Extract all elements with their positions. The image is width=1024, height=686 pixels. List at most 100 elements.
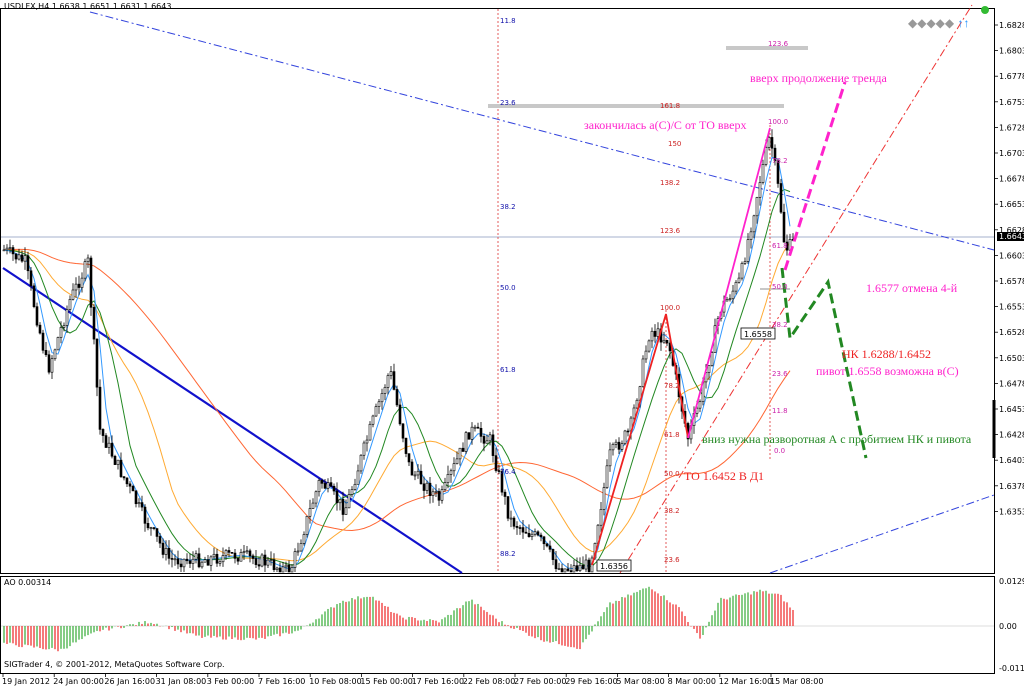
candle: [635, 398, 639, 410]
y-axis: 1.6828 1.6803 1.6778 1.6753 1.6728 1.6703 1.66…: [994, 21, 1024, 516]
candle: [611, 442, 615, 456]
ma-mid: [3, 242, 791, 562]
candle: [50, 355, 54, 380]
candle: [314, 490, 318, 508]
candle: [47, 350, 51, 375]
ao-indicator-label: AO 0.00314: [4, 578, 52, 587]
candle: [377, 398, 381, 414]
pivot-price-label: 1.6558: [744, 330, 772, 339]
candle: [239, 548, 243, 562]
current-price-tag: 1.6643: [997, 232, 1024, 241]
candle: [335, 482, 339, 511]
candle: [413, 470, 417, 481]
one-click-toolbar[interactable]: ◆◆◆◆◆ ↑↑: [908, 16, 970, 30]
candle: [29, 267, 33, 291]
annotation-trend-up: вверх продолжение тренда: [750, 71, 887, 85]
candle: [215, 548, 219, 567]
candle: [551, 548, 555, 566]
candle: [572, 559, 576, 573]
candle: [155, 528, 159, 542]
candle: [494, 447, 498, 473]
fibo-label: 150: [668, 140, 681, 148]
fibo-label: 78.2: [664, 382, 680, 390]
fibo-left-labels: 11.8 23.6 38.2 50.0 61.8 76.4 88.2: [500, 17, 516, 558]
candle: [662, 331, 666, 344]
candle: [158, 533, 162, 549]
candle: [542, 535, 546, 550]
candle: [191, 551, 195, 571]
candle: [479, 421, 483, 443]
candle: [500, 468, 504, 496]
candle: [773, 144, 777, 166]
candle: [512, 516, 516, 530]
x-tick-label: 8 Mar 00:00: [668, 677, 716, 686]
candle: [344, 499, 348, 515]
candle: [44, 342, 48, 357]
diamond-icons: ◆◆◆◆◆: [908, 16, 955, 30]
candle: [710, 351, 714, 367]
x-tick-label: 29 Feb 16:00: [565, 677, 617, 686]
ao-y-axis: 0.01298 0.00 -0.01112: [999, 577, 1024, 673]
candle: [266, 556, 270, 569]
y-tick-label: 1.6603: [999, 251, 1024, 260]
candle: [560, 563, 564, 573]
candle: [257, 557, 261, 570]
candle: [449, 468, 453, 483]
candle: [32, 283, 36, 309]
candle: [521, 520, 525, 539]
candle: [146, 517, 150, 531]
candle: [503, 489, 507, 505]
candle: [164, 540, 168, 561]
candle: [296, 542, 300, 556]
candle: [566, 563, 570, 572]
y-tick-label: 1.6353: [999, 507, 1024, 516]
ma-slow: [3, 248, 791, 532]
candle: [320, 478, 324, 489]
candle: [182, 558, 186, 572]
candle: [539, 532, 543, 542]
candle: [743, 257, 747, 265]
fibo-label: 38.2: [664, 507, 680, 515]
candle: [305, 515, 309, 538]
ao-frame: [0, 576, 995, 674]
y-tick-label: 1.6528: [999, 328, 1024, 337]
candle: [62, 322, 66, 332]
candle: [260, 553, 264, 568]
y-tick-label: 1.6503: [999, 354, 1024, 363]
candle: [605, 459, 609, 490]
ao-histogram: [3, 586, 794, 652]
y-tick-label: 1.6753: [999, 98, 1024, 107]
candle: [416, 464, 420, 479]
candle: [341, 491, 345, 522]
candle: [227, 546, 231, 557]
y-tick-label: 1.6428: [999, 431, 1024, 440]
candle: [350, 486, 354, 498]
y-tick-label: 1.6453: [999, 405, 1024, 414]
candle: [170, 549, 174, 568]
arrow-up-icons[interactable]: ↑↑: [957, 16, 970, 30]
fibo-label: 11.8: [772, 407, 788, 415]
candle: [386, 373, 390, 395]
candle: [620, 440, 624, 453]
x-tick-label: 24 Jan 00:00: [53, 677, 104, 686]
candle: [26, 251, 30, 280]
main-chart-frame: [0, 8, 995, 574]
candle: [428, 476, 432, 504]
candle: [584, 554, 588, 572]
candle: [251, 553, 255, 565]
x-tick-label: 22 Feb 08:00: [463, 677, 515, 686]
candle: [758, 176, 762, 206]
candle: [353, 478, 357, 491]
candle: [431, 488, 435, 503]
candle: [740, 261, 744, 281]
candle: [491, 429, 495, 463]
candle: [92, 304, 96, 345]
candle: [443, 477, 447, 492]
candle: [311, 498, 315, 509]
candle: [665, 339, 669, 347]
candle: [371, 414, 375, 428]
ao-y-tick-label: 0.01298: [999, 577, 1024, 586]
candle: [434, 484, 438, 497]
candle: [524, 526, 528, 534]
